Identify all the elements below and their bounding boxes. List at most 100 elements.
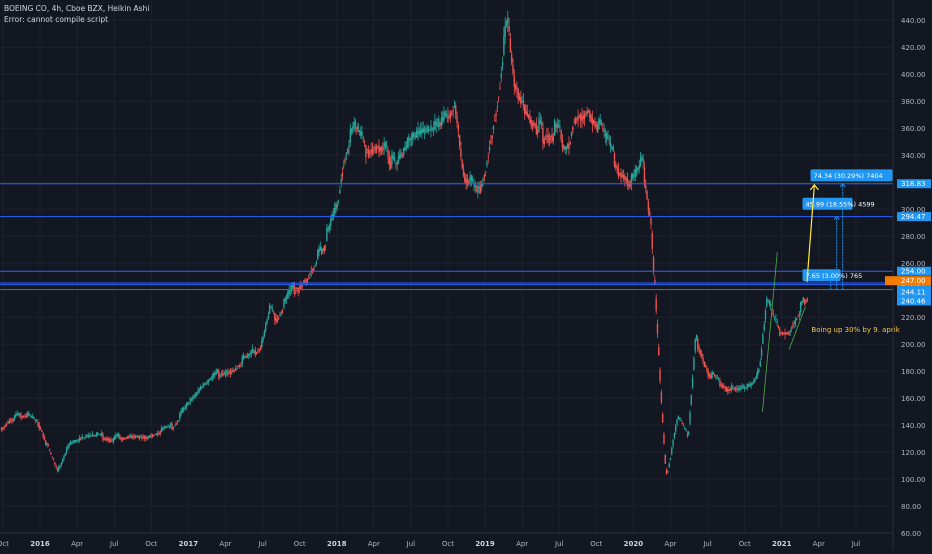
candle-body — [550, 136, 552, 137]
candle-body — [354, 121, 357, 126]
candle-body — [267, 315, 270, 319]
trend-line[interactable] — [762, 252, 778, 412]
candle-body — [317, 249, 319, 260]
candle-body — [167, 425, 169, 428]
current-price-text: 247.00 — [901, 277, 926, 285]
level-price-text: 294.47 — [901, 213, 926, 221]
candle-body — [324, 245, 327, 247]
candle-body — [768, 301, 771, 304]
candle-body — [346, 149, 349, 154]
trend-line[interactable] — [788, 306, 806, 350]
candle-body — [373, 149, 375, 151]
candle-body — [603, 128, 605, 133]
candle-body — [379, 147, 381, 152]
candle-body — [103, 438, 106, 440]
candle-body — [15, 414, 17, 417]
candle-body — [479, 185, 482, 194]
candle-body — [793, 322, 795, 324]
candle-body — [392, 155, 394, 159]
time-tick-label: Oct — [442, 540, 454, 548]
candle-body — [369, 151, 371, 155]
candle-body — [396, 162, 398, 165]
candle-body — [801, 301, 803, 304]
candle-body — [730, 385, 733, 390]
candle-body — [198, 389, 201, 392]
candle-body — [224, 372, 227, 375]
candle-body — [331, 214, 333, 221]
candle-body — [26, 412, 29, 417]
candle-body — [176, 422, 178, 424]
candle-body — [698, 347, 700, 351]
measure-arrow-head — [833, 215, 840, 220]
candle-body — [447, 114, 449, 122]
candle-body — [72, 441, 74, 443]
candle-body — [776, 322, 778, 324]
candle-body — [218, 371, 220, 379]
time-tick-label: Jul — [406, 540, 416, 548]
candle-body — [566, 143, 569, 149]
time-tick-label: Jul — [257, 540, 267, 548]
candle-body — [510, 54, 513, 63]
candle-body — [770, 304, 772, 306]
candle-body — [590, 115, 592, 122]
candle-body — [591, 117, 594, 125]
candle-body — [212, 373, 215, 377]
candle-body — [496, 106, 499, 108]
candle-body — [516, 87, 518, 90]
candle-body — [76, 440, 78, 442]
candle-body — [9, 420, 12, 422]
candle-body — [74, 440, 77, 442]
candle-body — [254, 350, 256, 355]
candle-body — [370, 150, 372, 152]
candle-body — [632, 173, 634, 179]
candle-body — [173, 425, 176, 427]
chart-annotation[interactable]: Boing up 30% by 9. aprik — [811, 326, 900, 334]
time-tick-label: Apr — [71, 540, 83, 548]
measure-label-box[interactable] — [802, 269, 841, 282]
candle-body — [534, 123, 536, 127]
candle-body — [763, 324, 765, 331]
candle-body — [487, 156, 489, 158]
candle-body — [358, 130, 361, 133]
candle-body — [548, 137, 551, 141]
candle-body — [90, 435, 92, 436]
candle-body — [440, 118, 443, 127]
candle-body — [512, 64, 514, 74]
candle-body — [743, 387, 746, 389]
candle-body — [792, 325, 794, 327]
candle-body — [37, 422, 39, 425]
candle-body — [7, 422, 9, 423]
level-price-text: 240.46 — [901, 297, 926, 305]
candle-body — [315, 261, 318, 263]
candle-body — [594, 121, 596, 127]
candle-body — [751, 383, 754, 385]
candle-body — [448, 117, 450, 118]
candle-body — [284, 298, 286, 302]
candle-body — [306, 278, 309, 283]
price-tick-label: 160.00 — [901, 395, 926, 403]
candle-body — [378, 144, 380, 153]
candle-body — [206, 382, 208, 384]
candle-body — [565, 147, 568, 151]
candle-body — [622, 175, 625, 178]
candle-body — [708, 374, 711, 376]
candle-body — [229, 370, 232, 374]
candle-body — [661, 413, 664, 423]
candle-body — [28, 413, 30, 415]
forecast-arrow[interactable] — [806, 184, 815, 283]
candle-body — [60, 462, 63, 465]
candle-body — [617, 168, 620, 177]
candle-body — [760, 349, 763, 357]
candle-body — [464, 173, 466, 182]
candle-body — [781, 331, 784, 336]
candle-body — [386, 145, 388, 147]
candle-body — [802, 297, 804, 303]
candle-body — [22, 416, 25, 418]
measure-label-box[interactable] — [810, 169, 893, 182]
candle-body — [602, 128, 604, 129]
candle-body — [365, 144, 367, 158]
candle-body — [352, 126, 354, 131]
measure-label-box[interactable] — [802, 197, 853, 210]
